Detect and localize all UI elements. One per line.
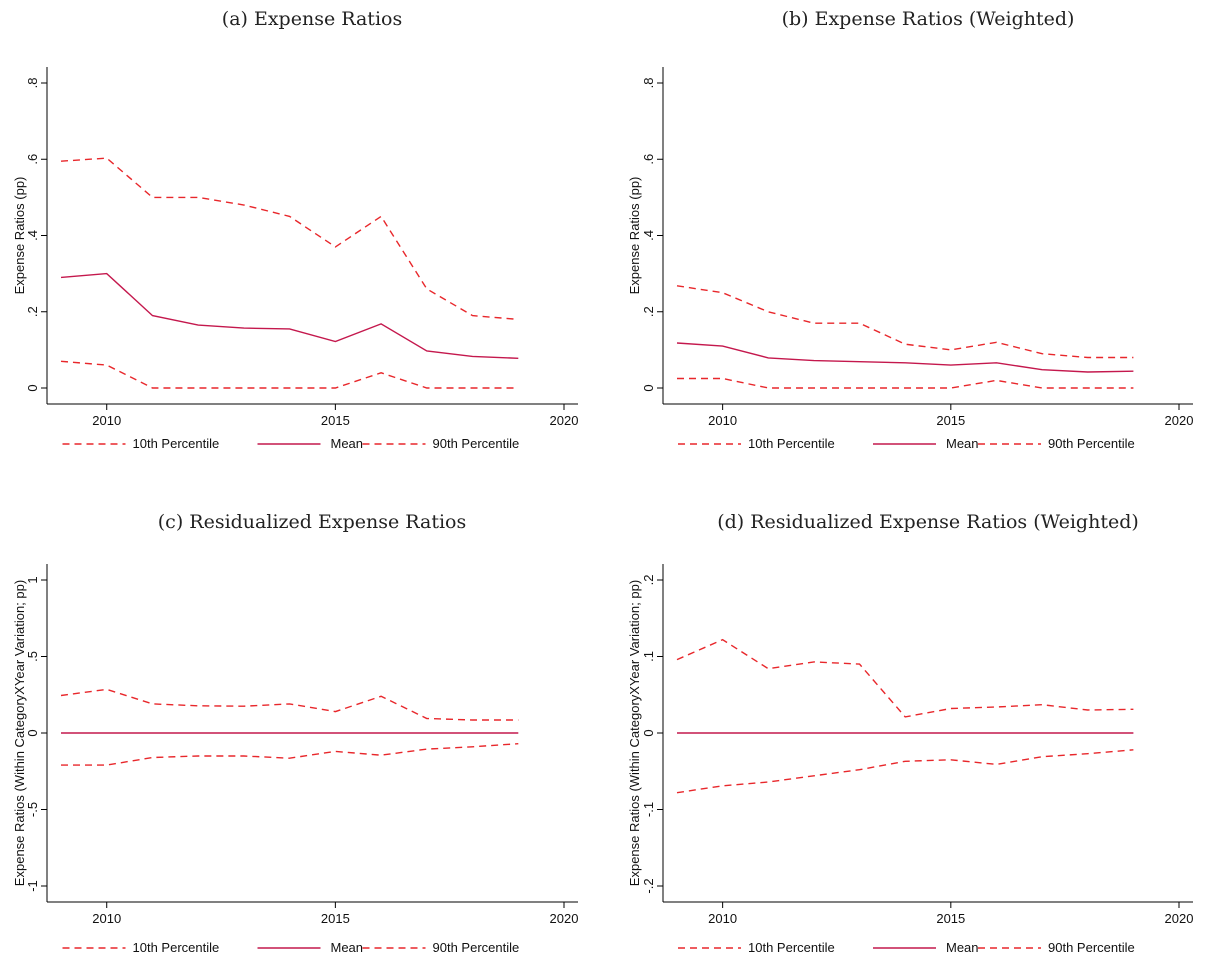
x-tick-label: 2020 (1165, 413, 1194, 428)
legend-label: 10th Percentile (748, 436, 835, 451)
x-tick-label: 2010 (92, 413, 121, 428)
chart-panel-3: (c) Residualized Expense Ratios -1 -.5 0 .5 1… (12, 511, 578, 955)
legend: 10th Percentile Mean 90th Percentile (62, 940, 520, 955)
chart-panel-1: (a) Expense Ratios 0 .2 .4 .6 .8 2010 2015 2020 E… (12, 8, 578, 451)
legend: 10th Percentile Mean 90th Percentile (678, 436, 1135, 451)
y-tick-label: 0 (25, 384, 40, 391)
legend-label: 10th Percentile (133, 940, 220, 955)
x-tick-label: 2015 (936, 413, 965, 428)
chart-title: (c) Residualized Expense Ratios (158, 511, 466, 533)
y-tick-label: -.5 (25, 802, 40, 817)
y-tick-label: .6 (25, 154, 40, 165)
y-tick-label: .4 (641, 230, 656, 241)
chart-title: (a) Expense Ratios (222, 8, 402, 30)
x-tick-label: 2010 (708, 413, 737, 428)
y-tick-label: .8 (25, 78, 40, 89)
y-tick-label: .1 (641, 651, 656, 662)
legend-label: Mean (331, 436, 364, 451)
series-line-90th-percentile (60, 157, 519, 321)
y-tick-label: 0 (641, 384, 656, 391)
series-line-mean (676, 342, 1134, 373)
legend-label: 10th Percentile (133, 436, 220, 451)
chart-title: (d) Residualized Expense Ratios (Weighte… (717, 511, 1139, 533)
series-line-90th-percentile (60, 688, 519, 721)
x-tick-label: 2015 (321, 911, 350, 926)
x-tick-label: 2015 (321, 413, 350, 428)
y-axis-title: Expense Ratios (pp) (12, 177, 27, 295)
legend-label: 90th Percentile (1048, 436, 1135, 451)
legend: 10th Percentile Mean 90th Percentile (678, 940, 1135, 955)
series-line-10th-percentile (676, 749, 1134, 794)
series-line-10th-percentile (61, 743, 519, 766)
y-tick-label: .2 (641, 306, 656, 317)
y-axis-title: Expense Ratios (pp) (627, 177, 642, 295)
y-tick-label: .6 (641, 154, 656, 165)
series-line-10th-percentile (60, 360, 519, 389)
chart-panel-4: (d) Residualized Expense Ratios (Weighte… (627, 511, 1193, 955)
legend-label: 90th Percentile (433, 940, 520, 955)
y-tick-label: .2 (641, 575, 656, 586)
y-tick-label: .2 (25, 306, 40, 317)
series-line-90th-percentile (676, 638, 1134, 718)
chart-panel-2: (b) Expense Ratios (Weighted) 0 .2 .4 .6 .8 20… (627, 8, 1193, 451)
legend-label: Mean (946, 436, 979, 451)
y-tick-label: 0 (641, 729, 656, 736)
y-axis-title: Expense Ratios (Within CategoryXYear Var… (627, 580, 642, 886)
x-tick-label: 2020 (550, 911, 579, 926)
x-tick-label: 2020 (550, 413, 579, 428)
y-tick-label: -.1 (641, 802, 656, 817)
legend-label: 90th Percentile (433, 436, 520, 451)
legend-label: Mean (946, 940, 979, 955)
series-line-mean (60, 272, 519, 359)
legend: 10th Percentile Mean 90th Percentile (62, 436, 520, 451)
x-tick-label: 2010 (92, 911, 121, 926)
y-tick-label: -.2 (641, 878, 656, 893)
x-tick-label: 2010 (708, 911, 737, 926)
y-tick-label: -1 (25, 880, 40, 892)
series-line-10th-percentile (677, 377, 1134, 389)
y-tick-label: 1 (25, 576, 40, 583)
series-line-90th-percentile (676, 285, 1134, 359)
legend-label: 90th Percentile (1048, 940, 1135, 955)
y-tick-label: .8 (641, 78, 656, 89)
y-tick-label: 0 (25, 729, 40, 736)
x-tick-label: 2020 (1165, 911, 1194, 926)
y-tick-label: .4 (25, 230, 40, 241)
y-axis-title: Expense Ratios (Within CategoryXYear Var… (12, 580, 27, 886)
chart-title: (b) Expense Ratios (Weighted) (782, 8, 1075, 30)
x-tick-label: 2015 (936, 911, 965, 926)
legend-label: 10th Percentile (748, 940, 835, 955)
legend-label: Mean (331, 940, 364, 955)
y-tick-label: .5 (25, 651, 40, 662)
